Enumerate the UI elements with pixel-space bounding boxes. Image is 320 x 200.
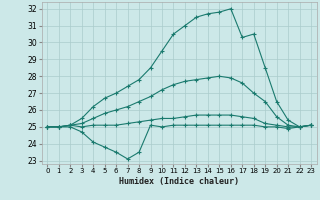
X-axis label: Humidex (Indice chaleur): Humidex (Indice chaleur) bbox=[119, 177, 239, 186]
